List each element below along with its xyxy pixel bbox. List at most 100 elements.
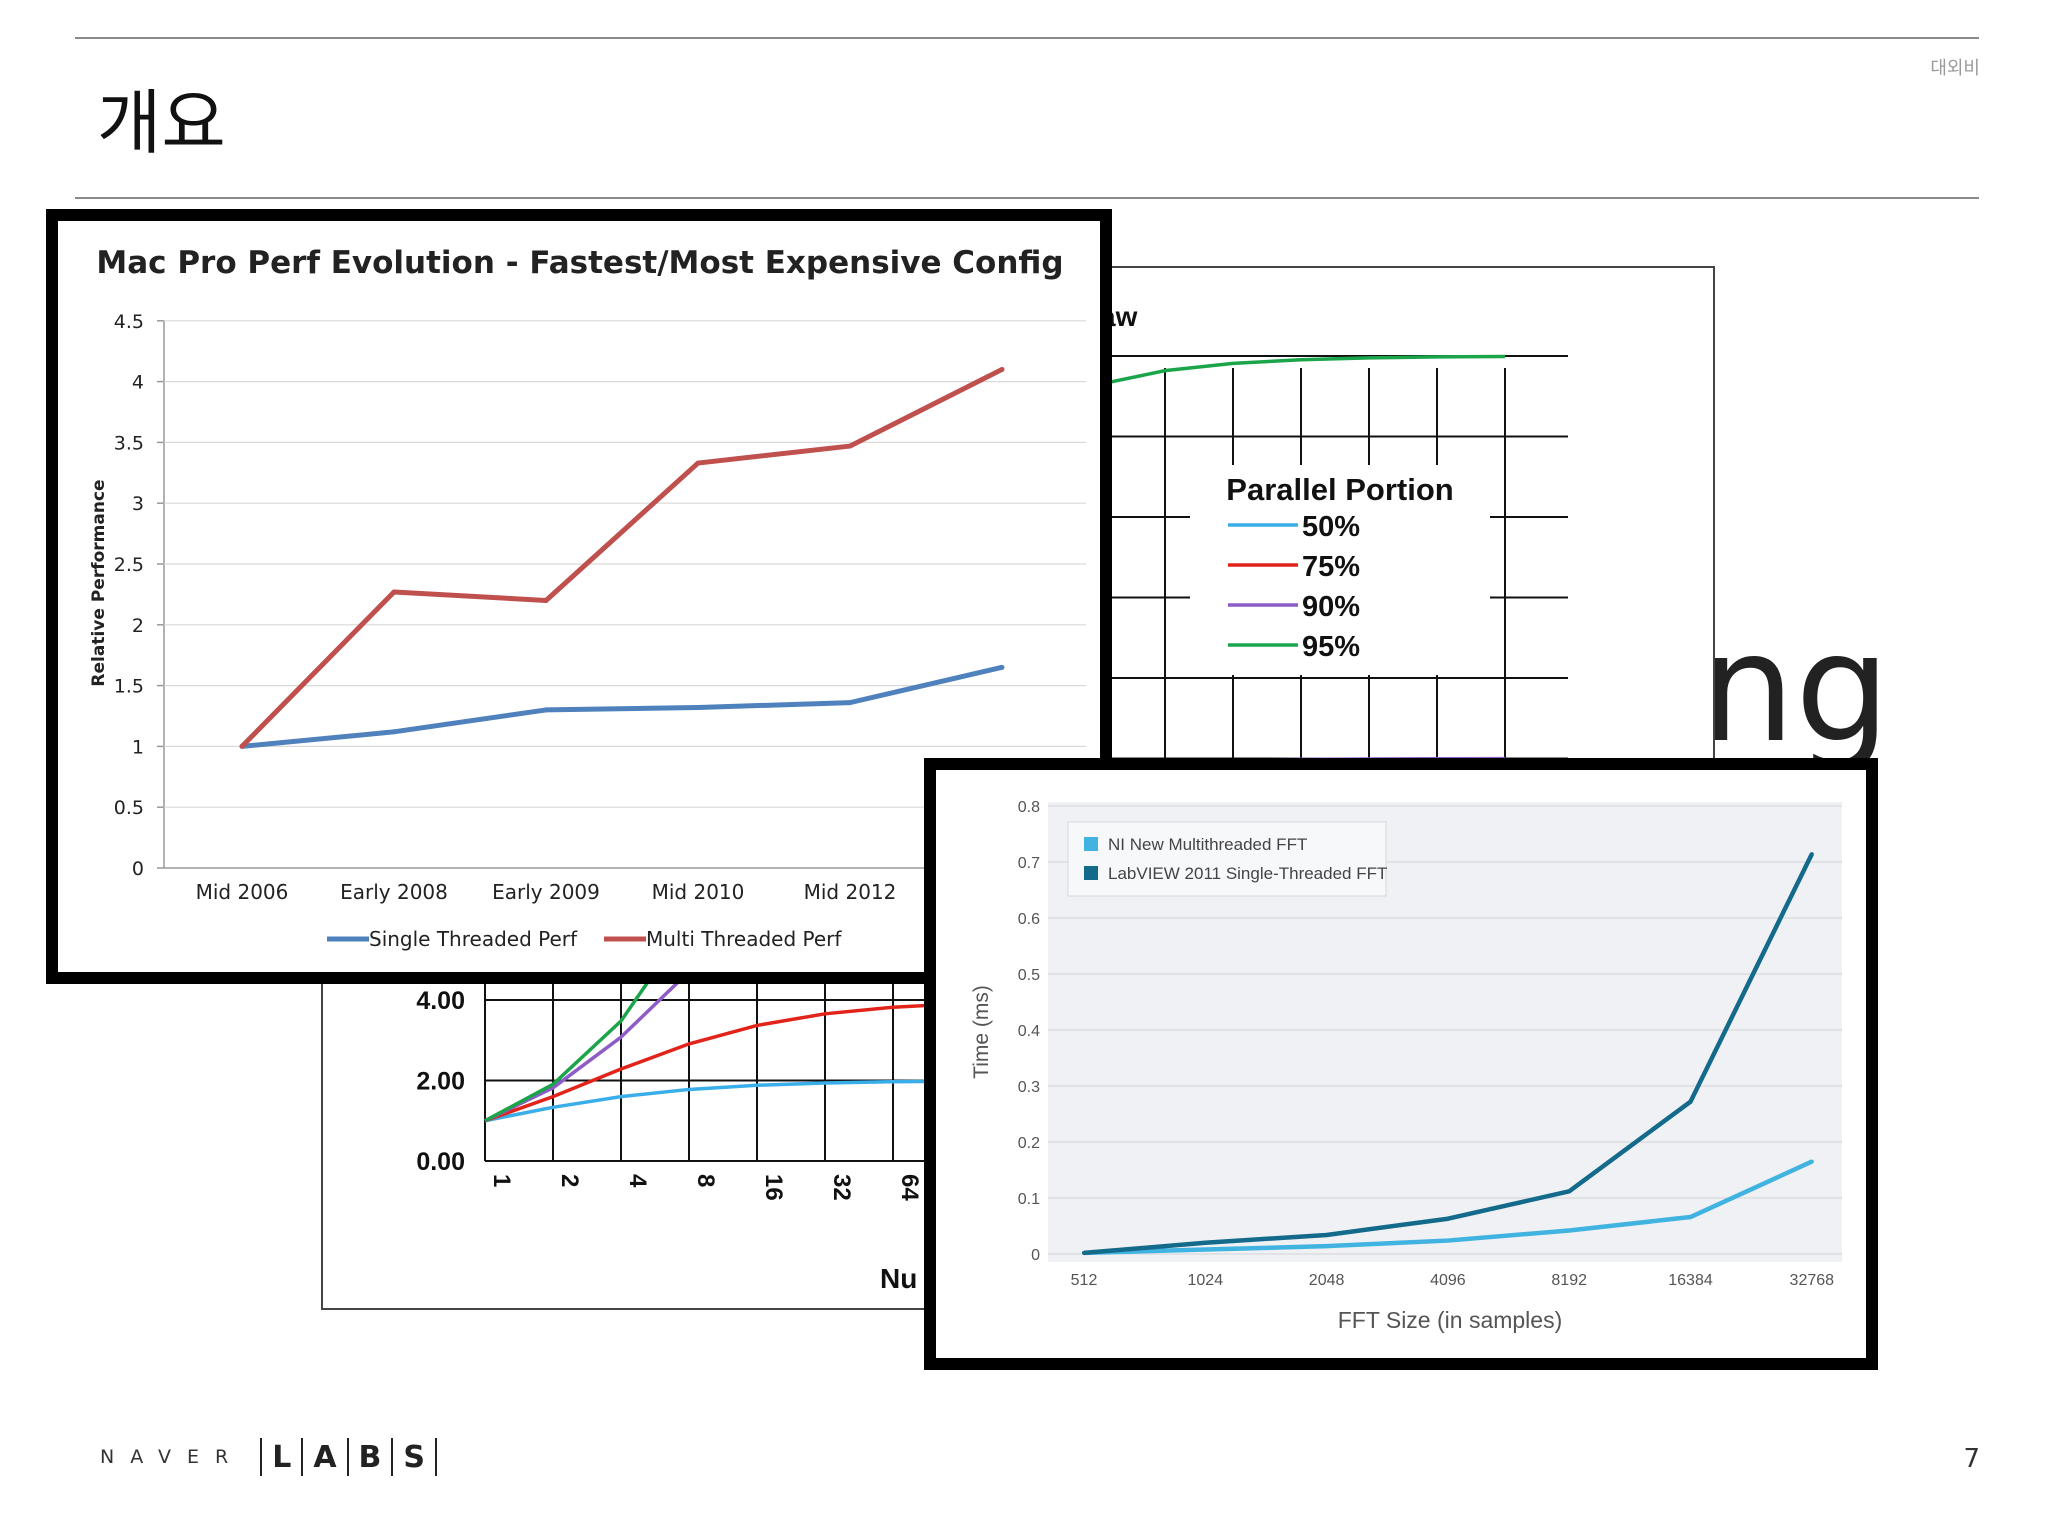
- mac-pro-y-tick-label: 4: [132, 372, 144, 394]
- confidential-label: 대외비: [1930, 58, 1980, 79]
- fft-x-tick-label: 8192: [1551, 1272, 1587, 1289]
- naver-labs-logo: NAVER L A B S: [100, 1435, 447, 1479]
- fft-data-point: [1324, 1232, 1329, 1237]
- amdahl-xlabel-fragment: Nu: [880, 1263, 917, 1294]
- fft-y-tick-label: 0.6: [1018, 911, 1040, 928]
- amdahl-x-tick-label: 16: [760, 1174, 787, 1201]
- amdahl-x-tick-label: 8: [692, 1174, 719, 1187]
- amdahl-legend-label: 75%: [1302, 551, 1360, 583]
- logo-letter: L: [272, 1439, 292, 1475]
- mac-pro-data-point: [239, 743, 245, 749]
- top-rule: [75, 37, 1979, 39]
- fft-x-tick-label: 32768: [1790, 1272, 1835, 1289]
- mac-pro-y-axis-label: Relative Performance: [89, 479, 109, 686]
- fft-legend: NI New Multithreaded FFT LabVIEW 2011 Sin…: [1067, 821, 1387, 897]
- mac-pro-x-tick-label: Early 2009: [492, 880, 600, 904]
- mac-pro-y-tick-label: 1: [132, 736, 144, 758]
- fft-data-point: [1809, 1159, 1814, 1164]
- mac-pro-y-tick-label: 2.5: [114, 554, 144, 576]
- mac-pro-y-tick-label: 2: [132, 615, 144, 637]
- fft-data-point: [1688, 1099, 1693, 1104]
- logo-separator: [391, 1438, 394, 1476]
- fft-y-tick-label: 0.5: [1018, 967, 1040, 984]
- amdahl-x-tick-label: 64: [896, 1174, 923, 1201]
- mac-pro-y-tick-label: 3: [132, 493, 144, 515]
- logo-brand: NAVER: [100, 1446, 245, 1468]
- mac-pro-x-tick-label: Mid 2010: [652, 880, 745, 904]
- mac-pro-data-point: [847, 443, 853, 449]
- mac-pro-x-tick-label: Early 2008: [340, 880, 448, 904]
- amdahl-x-tick-label: 4: [624, 1174, 651, 1188]
- amdahl-legend-label: 95%: [1302, 631, 1360, 663]
- fft-legend-label: LabVIEW 2011 Single-Threaded FFT: [1108, 864, 1387, 883]
- logo-letter: S: [403, 1439, 426, 1475]
- logo-separator: [346, 1438, 349, 1476]
- mac-pro-data-point: [543, 707, 549, 713]
- mac-pro-y-tick-label: 0.5: [114, 797, 144, 819]
- mac-pro-chart-title: Mac Pro Perf Evolution - Fastest/Most Ex…: [96, 245, 1063, 281]
- mac-pro-data-point: [847, 700, 853, 706]
- fft-x-tick-label: 16384: [1668, 1272, 1713, 1289]
- logo-separator: [301, 1438, 304, 1476]
- fft-y-axis-label: Time (ms): [970, 985, 993, 1079]
- page-number: 7: [1963, 1444, 1980, 1474]
- mac-pro-y-tick-label: 3.5: [114, 432, 144, 454]
- logo-separator: [260, 1438, 263, 1476]
- mac-pro-data-point: [695, 704, 701, 710]
- slide-title: 개요: [97, 82, 226, 164]
- mac-pro-data-point: [999, 366, 1005, 372]
- mac-pro-data-point: [543, 597, 549, 603]
- mac-pro-y-tick-label: 4.5: [114, 311, 144, 333]
- fft-y-tick-label: 0.4: [1018, 1023, 1040, 1040]
- amdahl-legend-label: 90%: [1302, 591, 1360, 623]
- fft-y-tick-label: 0.3: [1018, 1079, 1040, 1096]
- mac-pro-data-point: [391, 589, 397, 595]
- mac-pro-x-tick-label: Mid 2012: [804, 880, 897, 904]
- amdahl-y-tick-label: 0.00: [416, 1148, 465, 1176]
- mac-pro-series-lines: [239, 366, 1005, 749]
- mac-pro-legend-label: Single Threaded Perf: [369, 927, 578, 951]
- fft-data-point: [1324, 1244, 1329, 1249]
- fft-y-tick-label: 0.8: [1018, 799, 1040, 816]
- amdahl-legend-title: Parallel Portion: [1226, 472, 1453, 507]
- logo-letter: B: [358, 1439, 382, 1475]
- logo-letter: A: [313, 1439, 337, 1475]
- mac-pro-legend: Single Threaded Perf Multi Threaded Perf: [327, 927, 842, 951]
- background-word-fragment: ng: [1700, 602, 1890, 776]
- fft-legend-box: [1067, 821, 1387, 897]
- amdahl-legend-box: [1190, 465, 1490, 675]
- fft-y-tick-label: 0.2: [1018, 1135, 1040, 1152]
- fft-y-tick-label: 0.7: [1018, 855, 1040, 872]
- mac-pro-grid: 0 0.5 1 1.5 2 2.5 3 3.5 4 4.5 Mid 2006 Early 2008 Ea…: [114, 311, 1086, 904]
- fft-data-point: [1203, 1240, 1208, 1245]
- fft-data-point: [1445, 1238, 1450, 1243]
- fft-data-point: [1688, 1215, 1693, 1220]
- amdahl-x-tick-label: 1: [488, 1174, 515, 1187]
- mac-pro-y-tick-label: 0: [132, 858, 144, 880]
- fft-data-point: [1082, 1250, 1086, 1255]
- fft-x-tick-label: 2048: [1309, 1272, 1345, 1289]
- fft-x-axis-label: FFT Size (in samples): [1338, 1307, 1563, 1333]
- amdahl-x-tick-label: 32: [828, 1174, 855, 1201]
- mac-pro-x-tick-label: Mid 2006: [196, 880, 289, 904]
- fft-data-point: [1567, 1189, 1572, 1194]
- fft-legend-swatch: [1084, 866, 1098, 880]
- mac-pro-series-line-0: [241, 664, 1003, 749]
- mac-pro-data-point: [695, 460, 701, 466]
- fft-x-tick-label: 512: [1071, 1272, 1098, 1289]
- amdahl-y-tick-label: 2.00: [416, 1068, 465, 1096]
- amdahl-x-tick-label: 2: [556, 1174, 583, 1187]
- logo-separator: [435, 1438, 438, 1476]
- mac-pro-data-point: [999, 664, 1005, 670]
- fft-x-tick-label: 4096: [1430, 1272, 1466, 1289]
- fft-legend-swatch: [1084, 837, 1098, 851]
- mac-pro-legend-label: Multi Threaded Perf: [646, 927, 842, 951]
- fft-y-tick-label: 0.1: [1018, 1191, 1040, 1208]
- amdahl-legend: Parallel Portion 50% 75% 90% 95%: [1190, 465, 1490, 675]
- mac-pro-data-point: [391, 729, 397, 735]
- mac-pro-y-tick-label: 1.5: [114, 676, 144, 698]
- amdahl-axis: 0.00 2.00 4.00 1 2 4 8 16 32 64: [416, 987, 923, 1201]
- fft-legend-label: NI New Multithreaded FFT: [1108, 835, 1307, 854]
